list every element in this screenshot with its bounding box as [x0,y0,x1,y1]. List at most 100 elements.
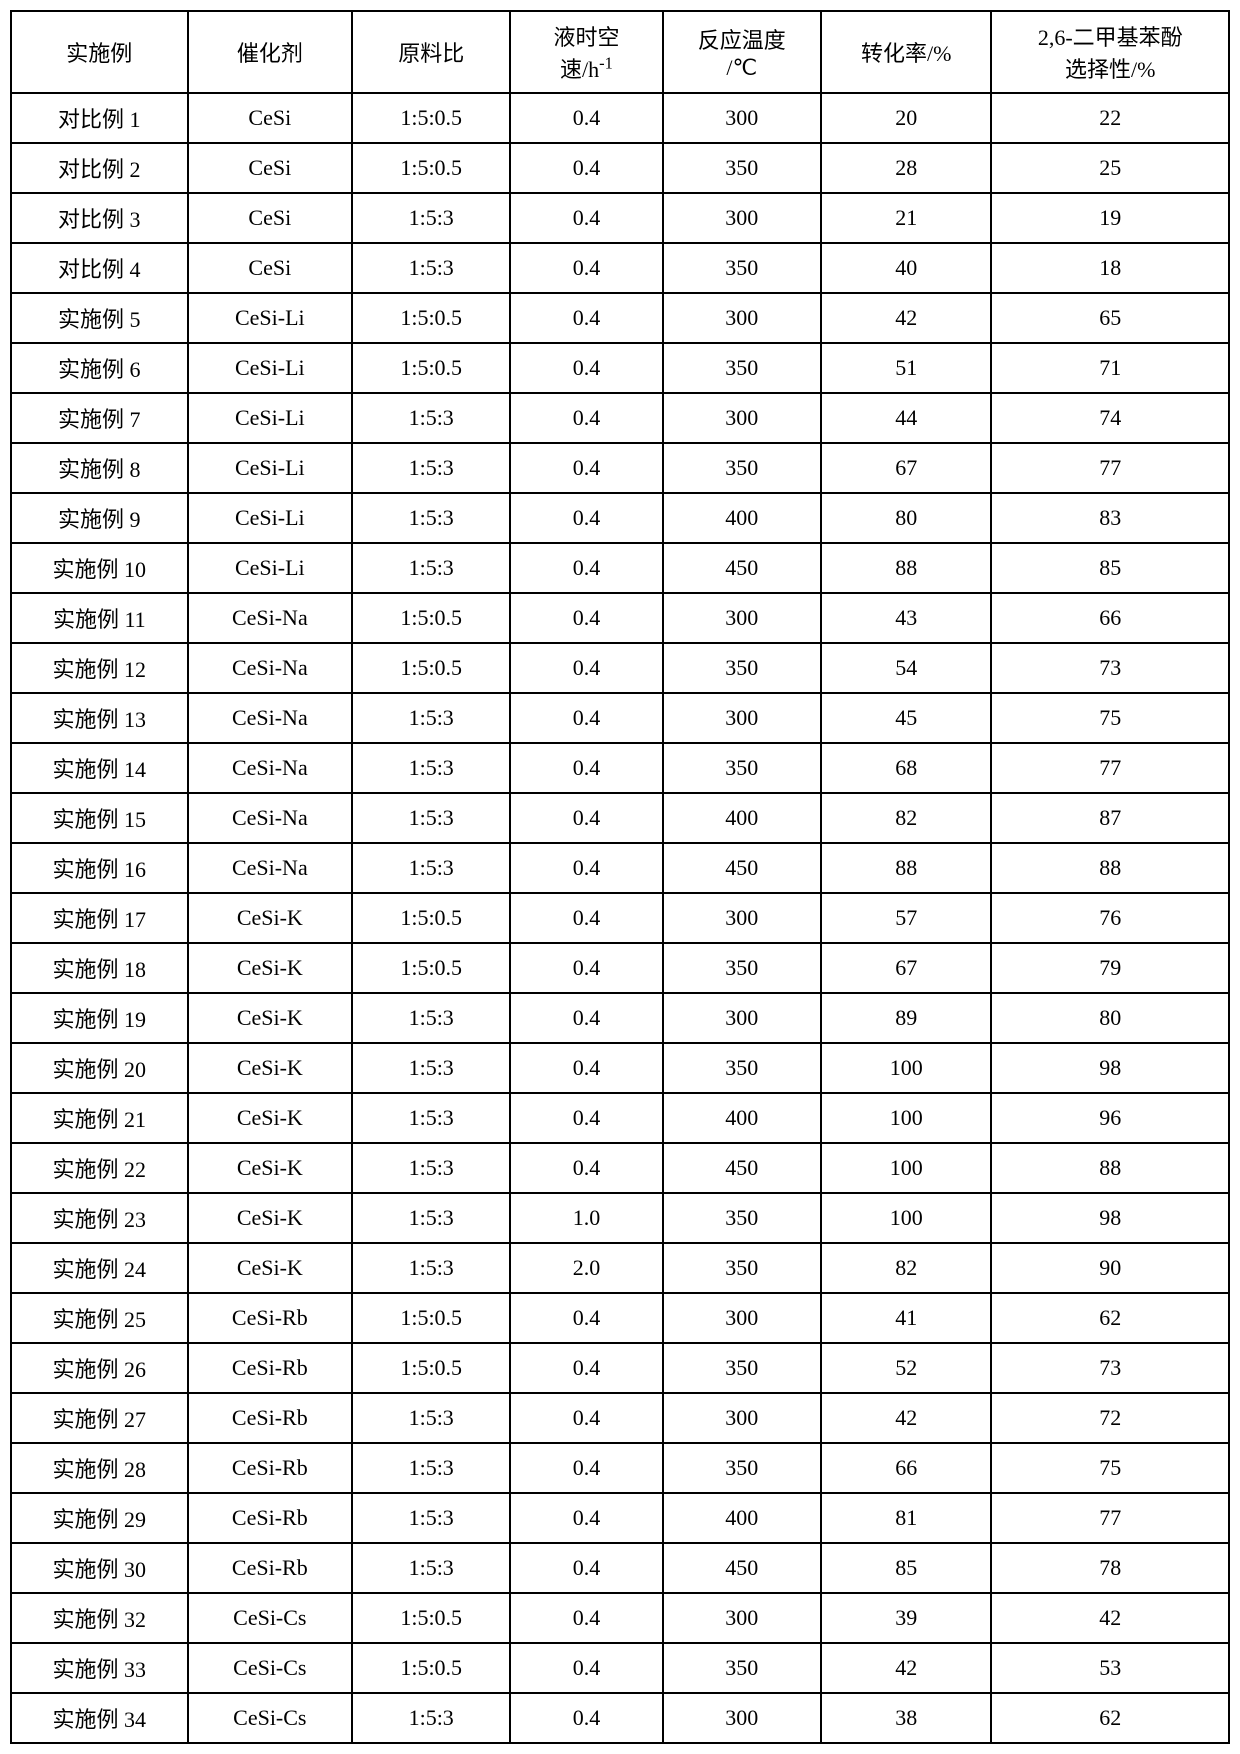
table-row: 实施例 30CeSi-Rb1:5:30.44508578 [11,1543,1229,1593]
cell-ratio: 1:5:3 [352,393,510,443]
cell-temp: 350 [663,143,821,193]
table-body: 对比例 1CeSi1:5:0.50.43002022对比例 2CeSi1:5:0… [11,93,1229,1743]
cell-ratio: 1:5:0.5 [352,1293,510,1343]
cell-selectivity: 65 [991,293,1229,343]
cell-ratio: 1:5:0.5 [352,593,510,643]
cell-conversion: 43 [821,593,992,643]
cell-example: 实施例 9 [11,493,188,543]
cell-conversion: 39 [821,1593,992,1643]
cell-catalyst: CeSi-Rb [188,1343,352,1393]
table-row: 实施例 22CeSi-K1:5:30.445010088 [11,1143,1229,1193]
cell-selectivity: 72 [991,1393,1229,1443]
cell-example: 实施例 15 [11,793,188,843]
table-row: 实施例 19CeSi-K1:5:30.43008980 [11,993,1229,1043]
cell-selectivity: 73 [991,1343,1229,1393]
cell-example: 实施例 25 [11,1293,188,1343]
cell-example: 实施例 26 [11,1343,188,1393]
cell-temp: 300 [663,1393,821,1443]
cell-ratio: 1:5:3 [352,243,510,293]
cell-lhsv: 0.4 [510,1343,662,1393]
cell-temp: 300 [663,1593,821,1643]
cell-example: 实施例 14 [11,743,188,793]
cell-selectivity: 62 [991,1693,1229,1743]
cell-catalyst: CeSi-Li [188,343,352,393]
cell-temp: 400 [663,493,821,543]
cell-temp: 400 [663,793,821,843]
cell-ratio: 1:5:3 [352,193,510,243]
cell-temp: 350 [663,1243,821,1293]
cell-temp: 350 [663,343,821,393]
cell-catalyst: CeSi-K [188,993,352,1043]
cell-temp: 300 [663,193,821,243]
cell-example: 实施例 24 [11,1243,188,1293]
cell-ratio: 1:5:3 [352,993,510,1043]
cell-catalyst: CeSi-Li [188,493,352,543]
cell-lhsv: 0.4 [510,1443,662,1493]
cell-temp: 350 [663,1443,821,1493]
cell-selectivity: 22 [991,93,1229,143]
cell-ratio: 1:5:0.5 [352,343,510,393]
cell-example: 实施例 10 [11,543,188,593]
cell-temp: 300 [663,593,821,643]
cell-lhsv: 0.4 [510,443,662,493]
header-temp-line2: /℃ [726,55,757,80]
cell-catalyst: CeSi-Na [188,793,352,843]
header-selectivity-line2: 选择性/% [1065,57,1155,82]
cell-conversion: 38 [821,1693,992,1743]
cell-selectivity: 73 [991,643,1229,693]
cell-selectivity: 25 [991,143,1229,193]
cell-conversion: 81 [821,1493,992,1543]
cell-conversion: 28 [821,143,992,193]
cell-conversion: 42 [821,1643,992,1693]
table-row: 实施例 33CeSi-Cs1:5:0.50.43504253 [11,1643,1229,1693]
cell-example: 对比例 1 [11,93,188,143]
cell-ratio: 1:5:3 [352,443,510,493]
cell-catalyst: CeSi-Li [188,393,352,443]
cell-catalyst: CeSi-Rb [188,1443,352,1493]
table-row: 实施例 34CeSi-Cs1:5:30.43003862 [11,1693,1229,1743]
cell-selectivity: 53 [991,1643,1229,1693]
cell-lhsv: 1.0 [510,1193,662,1243]
cell-conversion: 51 [821,343,992,393]
cell-catalyst: CeSi-Rb [188,1543,352,1593]
table-row: 实施例 5CeSi-Li1:5:0.50.43004265 [11,293,1229,343]
table-row: 实施例 18CeSi-K1:5:0.50.43506779 [11,943,1229,993]
cell-temp: 350 [663,743,821,793]
cell-selectivity: 77 [991,1493,1229,1543]
cell-catalyst: CeSi-K [188,1243,352,1293]
cell-lhsv: 0.4 [510,293,662,343]
cell-lhsv: 0.4 [510,393,662,443]
cell-lhsv: 0.4 [510,1543,662,1593]
table-row: 对比例 2CeSi1:5:0.50.43502825 [11,143,1229,193]
cell-ratio: 1:5:3 [352,1693,510,1743]
cell-conversion: 88 [821,843,992,893]
cell-example: 实施例 11 [11,593,188,643]
cell-example: 实施例 13 [11,693,188,743]
cell-catalyst: CeSi-Na [188,693,352,743]
cell-example: 实施例 12 [11,643,188,693]
cell-selectivity: 83 [991,493,1229,543]
cell-temp: 300 [663,293,821,343]
cell-temp: 350 [663,1193,821,1243]
table-row: 实施例 29CeSi-Rb1:5:30.44008177 [11,1493,1229,1543]
cell-example: 实施例 33 [11,1643,188,1693]
cell-selectivity: 42 [991,1593,1229,1643]
cell-example: 对比例 4 [11,243,188,293]
table-row: 实施例 10CeSi-Li1:5:30.44508885 [11,543,1229,593]
cell-ratio: 1:5:3 [352,1143,510,1193]
cell-selectivity: 79 [991,943,1229,993]
cell-ratio: 1:5:3 [352,1243,510,1293]
header-lhsv-line1: 液时空 [553,25,619,50]
cell-lhsv: 0.4 [510,1593,662,1643]
cell-conversion: 68 [821,743,992,793]
cell-conversion: 66 [821,1443,992,1493]
cell-catalyst: CeSi-Li [188,293,352,343]
cell-ratio: 1:5:0.5 [352,1343,510,1393]
cell-lhsv: 0.4 [510,1143,662,1193]
cell-example: 实施例 17 [11,893,188,943]
cell-conversion: 42 [821,1393,992,1443]
cell-conversion: 88 [821,543,992,593]
cell-catalyst: CeSi-Cs [188,1643,352,1693]
cell-conversion: 67 [821,443,992,493]
cell-ratio: 1:5:3 [352,1493,510,1543]
